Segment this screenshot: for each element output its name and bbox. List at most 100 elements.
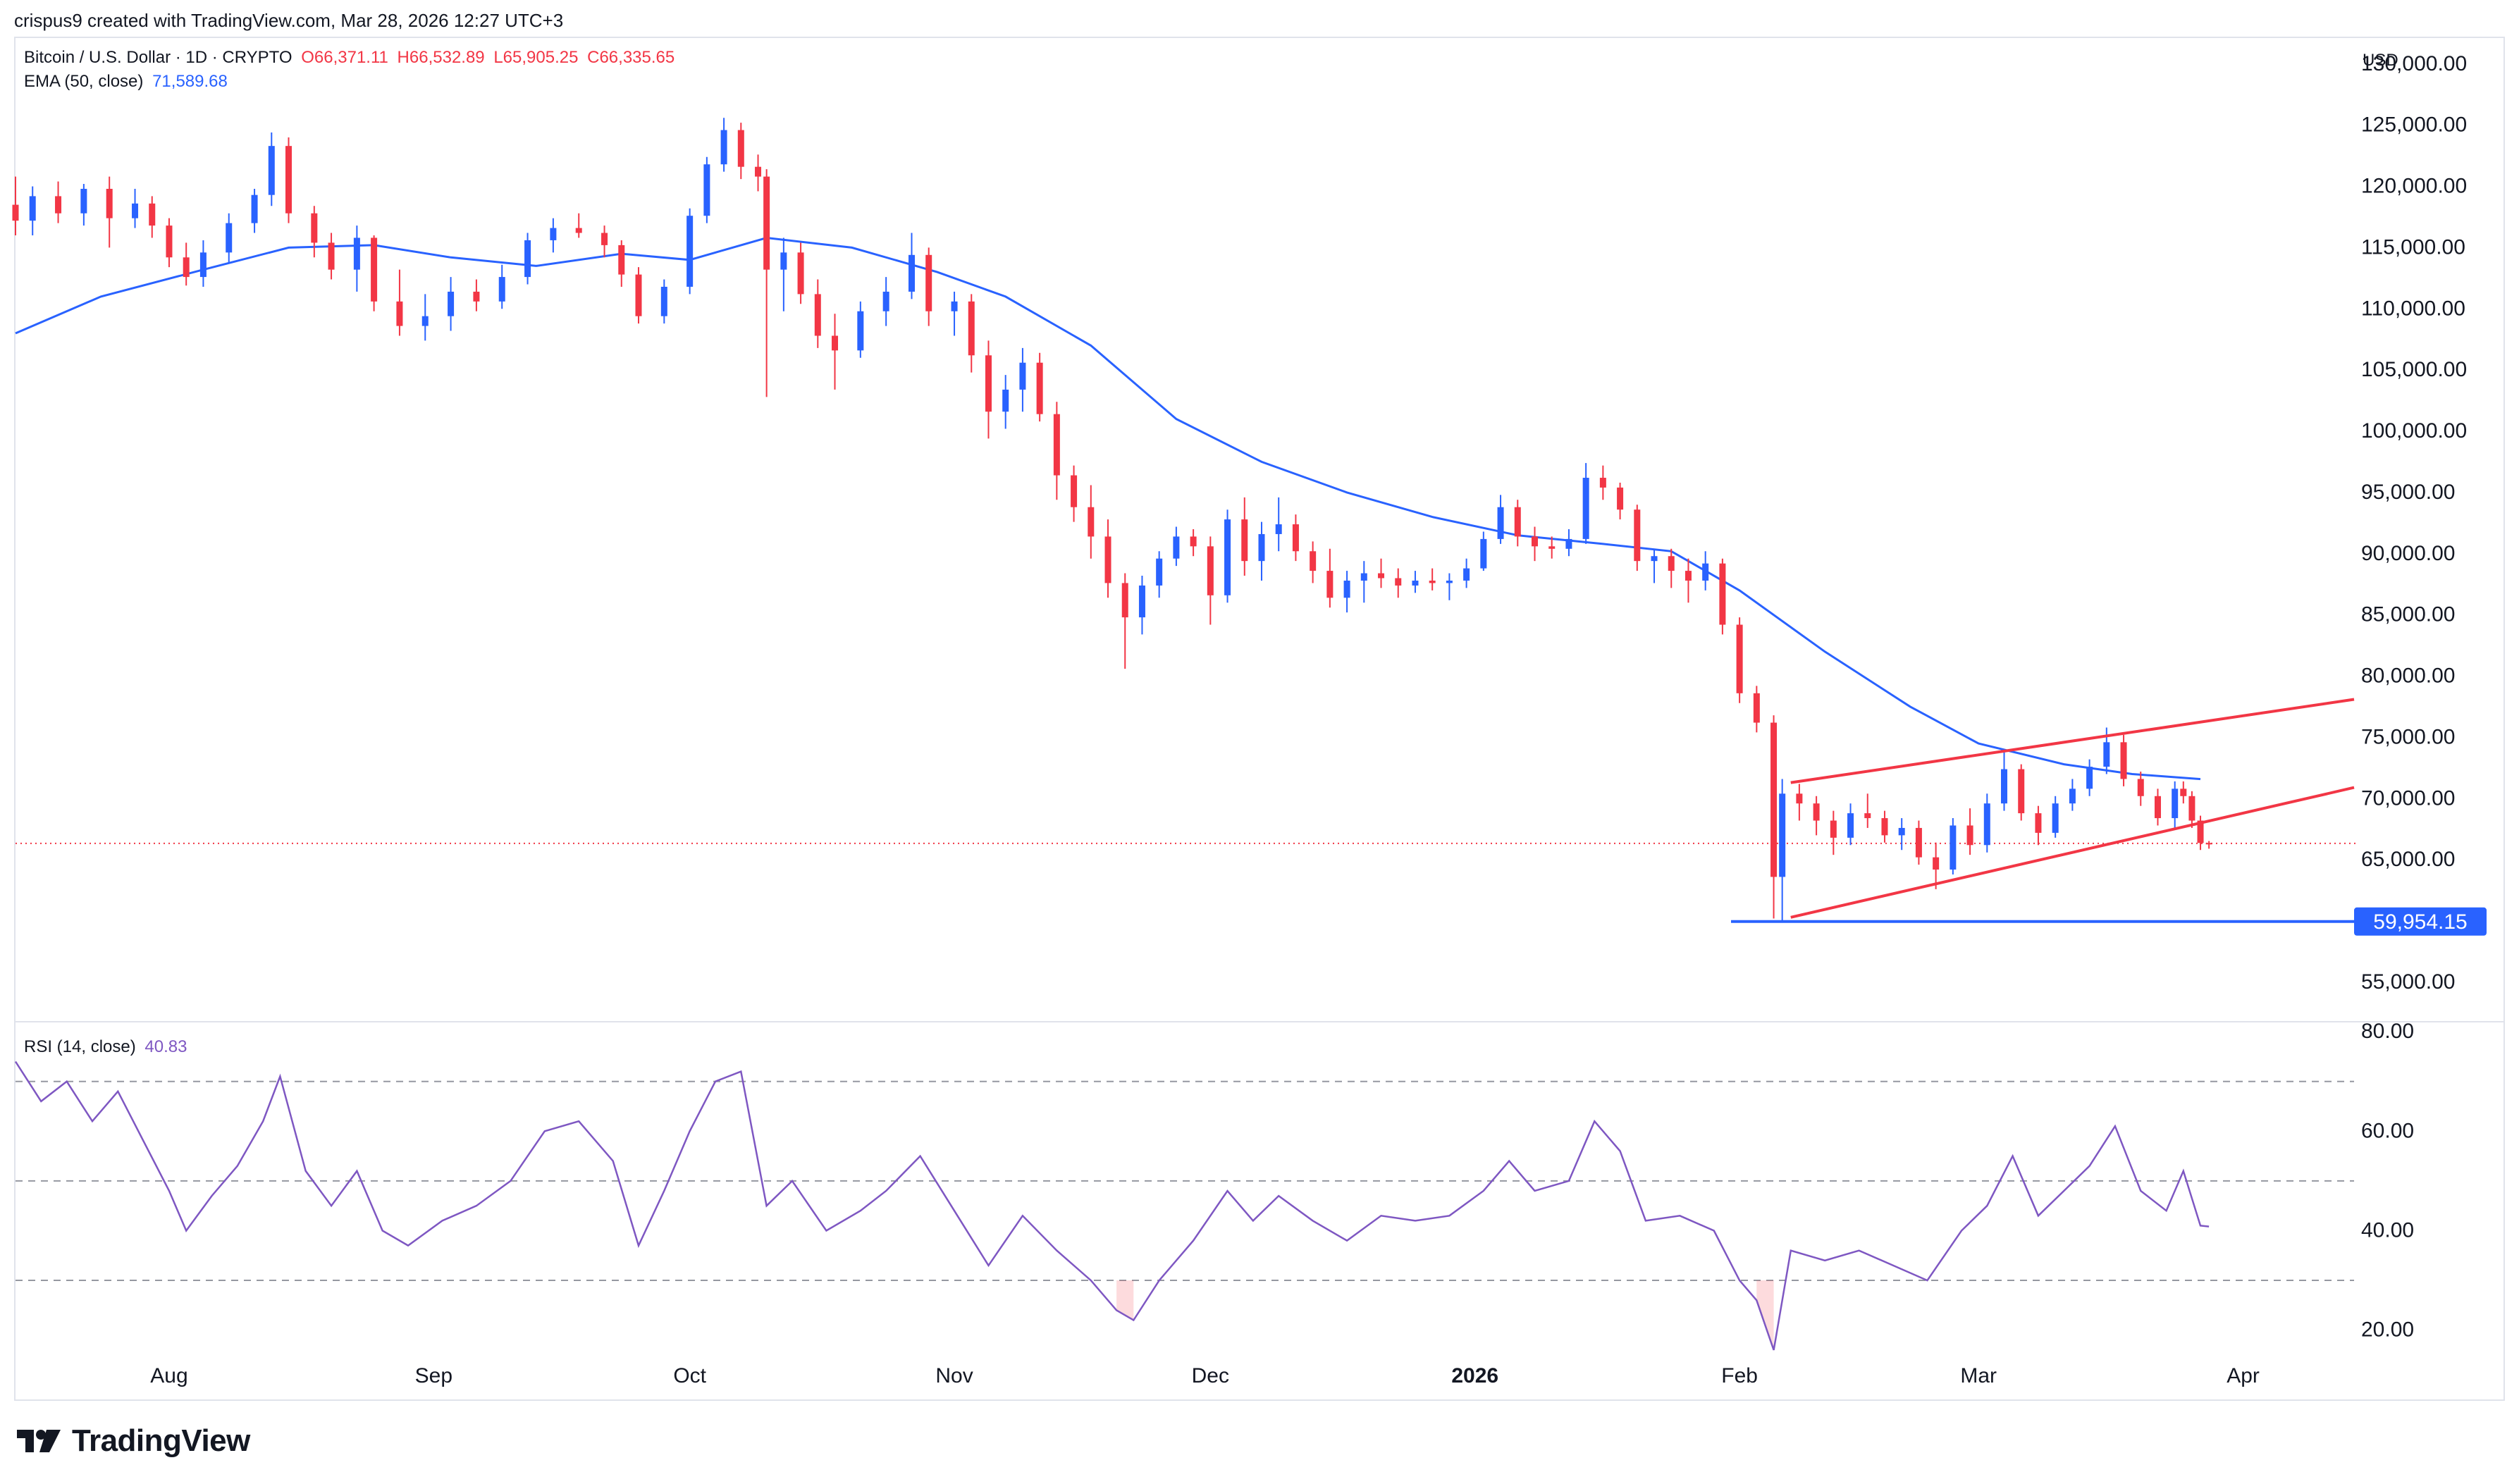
candle-body bbox=[1966, 825, 1973, 846]
price-candle bbox=[2172, 781, 2179, 828]
price-candle bbox=[720, 118, 727, 172]
candle-body bbox=[421, 316, 429, 326]
price-candle bbox=[2137, 772, 2144, 806]
price-candle bbox=[498, 264, 505, 309]
price-candle bbox=[780, 237, 787, 311]
price-candle bbox=[814, 279, 821, 348]
legend-symbol: Bitcoin / U.S. Dollar · 1D · CRYPTO bbox=[24, 48, 292, 67]
candle-body bbox=[2172, 789, 2179, 819]
candle-body bbox=[2180, 789, 2187, 796]
chart-attribution: crispus9 created with TradingView.com, M… bbox=[14, 10, 564, 31]
price-tick-label: 130,000.00 bbox=[2361, 52, 2467, 75]
candle-body bbox=[2120, 742, 2127, 779]
candle-body bbox=[1617, 487, 1624, 510]
candle-body bbox=[226, 223, 233, 253]
rsi-oversold-fill bbox=[1756, 1280, 1774, 1350]
price-candle bbox=[660, 279, 667, 324]
price-candle bbox=[1002, 375, 1009, 429]
price-tick-label: 75,000.00 bbox=[2361, 725, 2455, 748]
price-candle bbox=[1753, 686, 1760, 733]
price-candle bbox=[448, 277, 455, 331]
candle-body bbox=[1950, 825, 1957, 870]
candle-body bbox=[832, 335, 839, 351]
candle-body bbox=[1983, 803, 1990, 846]
price-candle bbox=[396, 269, 403, 336]
price-candle bbox=[1983, 793, 1990, 853]
candle-body bbox=[1702, 563, 1709, 581]
price-candle bbox=[183, 242, 190, 286]
price-candle bbox=[1104, 519, 1111, 598]
candle-body bbox=[1446, 580, 1453, 583]
price-candle bbox=[1950, 818, 1957, 874]
price-candle bbox=[703, 156, 710, 223]
candle-body bbox=[635, 274, 642, 316]
price-tick-label: 125,000.00 bbox=[2361, 113, 2467, 137]
candle-body bbox=[925, 254, 932, 311]
candle-body bbox=[1582, 478, 1589, 539]
price-candle bbox=[1275, 497, 1282, 552]
candle-body bbox=[908, 254, 915, 292]
candle-body bbox=[448, 291, 455, 316]
candle-body bbox=[1241, 519, 1248, 562]
candle-body bbox=[1898, 827, 1905, 836]
candle-body bbox=[1138, 585, 1145, 618]
price-tick-label: 110,000.00 bbox=[2361, 297, 2465, 320]
price-candle bbox=[1053, 402, 1060, 500]
legend-open: O66,371.11 bbox=[301, 48, 388, 67]
candle-body bbox=[968, 301, 975, 356]
candle-body bbox=[2086, 767, 2093, 789]
candle-body bbox=[371, 237, 378, 302]
price-candle bbox=[132, 188, 139, 228]
price-tick-label: 65,000.00 bbox=[2361, 848, 2455, 871]
candle-body bbox=[1292, 524, 1299, 552]
price-candle bbox=[951, 291, 958, 336]
price-candle bbox=[618, 240, 625, 287]
candle-body bbox=[1770, 722, 1778, 877]
chart-frame bbox=[14, 37, 2505, 1401]
candle-body bbox=[814, 294, 821, 336]
price-candle bbox=[2086, 759, 2093, 796]
candle-body bbox=[498, 277, 505, 302]
price-candle bbox=[80, 184, 87, 226]
price-candle bbox=[1685, 558, 1692, 603]
candle-body bbox=[2197, 820, 2204, 843]
rsi-legend: RSI (14, close) 40.83 bbox=[24, 1037, 191, 1057]
price-candle bbox=[1463, 558, 1470, 588]
price-axis-unit: USD bbox=[2363, 51, 2398, 70]
candle-body bbox=[1019, 362, 1026, 390]
price-candle bbox=[1138, 576, 1145, 635]
price-candle bbox=[2188, 791, 2195, 828]
price-candle bbox=[1719, 558, 1726, 635]
price-candle bbox=[1531, 526, 1538, 562]
ema-legend: EMA (50, close) 71,589.68 bbox=[24, 72, 232, 92]
candle-body bbox=[1634, 509, 1641, 562]
legend-high: H66,532.89 bbox=[397, 48, 485, 67]
price-tick-label: 100,000.00 bbox=[2361, 419, 2467, 443]
price-candle bbox=[1088, 485, 1095, 559]
price-candle bbox=[1497, 495, 1504, 544]
time-tick-label: Aug bbox=[150, 1364, 187, 1387]
price-candle bbox=[421, 294, 429, 341]
tradingview-brand: TradingView bbox=[72, 1423, 250, 1458]
price-candle bbox=[601, 225, 608, 258]
candle-body bbox=[2001, 769, 2008, 804]
price-candle bbox=[1933, 842, 1940, 889]
rsi-legend-value: 40.83 bbox=[144, 1037, 187, 1056]
price-candle bbox=[1668, 548, 1675, 588]
time-tick-label: Mar bbox=[1960, 1364, 1997, 1387]
price-candle bbox=[755, 154, 762, 192]
price-candle bbox=[1310, 541, 1317, 583]
ema-legend-label: EMA (50, close) bbox=[24, 72, 144, 91]
candle-body bbox=[1343, 580, 1350, 598]
price-candle bbox=[857, 301, 864, 358]
ema-50-line bbox=[15, 236, 2201, 781]
candle-body bbox=[1796, 793, 1803, 804]
candle-body bbox=[1548, 546, 1556, 549]
candle-body bbox=[1412, 580, 1419, 586]
candle-body bbox=[1668, 556, 1675, 571]
candle-body bbox=[1360, 573, 1367, 581]
price-candle bbox=[285, 137, 292, 223]
candle-body bbox=[1036, 362, 1043, 414]
tradingview-footer[interactable]: TradingView bbox=[16, 1423, 250, 1459]
